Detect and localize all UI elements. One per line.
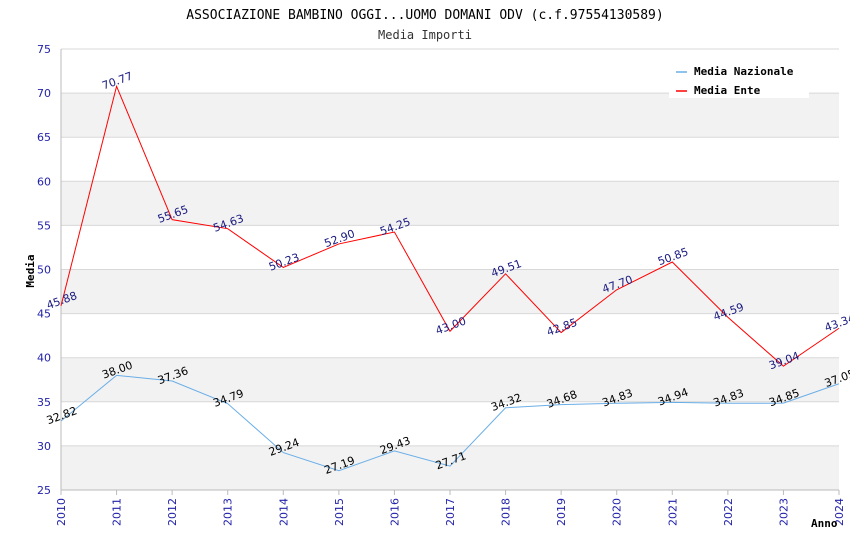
x-tick-label: 2022 (722, 498, 735, 526)
series-lines (60, 84, 840, 472)
x-tick-label: 2012 (166, 498, 179, 526)
series-line (60, 84, 840, 367)
x-tick-label: 2020 (611, 498, 624, 526)
series-line (60, 374, 840, 472)
y-axis-ticks: 25 30 35 40 45 50 55 60 65 70 75 (37, 43, 51, 497)
y-axis-label: Media (24, 254, 37, 287)
grid-band (61, 225, 839, 270)
grid-band (61, 181, 839, 226)
x-tick-label: 2016 (388, 498, 401, 526)
legend-label: Media Ente (694, 84, 761, 97)
x-tick-label: 2014 (277, 498, 290, 526)
grid-band (61, 401, 839, 446)
legend: Media Nazionale Media Ente (669, 60, 809, 98)
x-axis-label: Anno (811, 517, 838, 530)
y-tick-label: 45 (37, 308, 51, 321)
chart-title: ASSOCIAZIONE BAMBINO OGGI...UOMO DOMANI … (186, 8, 663, 23)
y-tick-label: 35 (37, 396, 51, 409)
y-tick-label: 30 (37, 440, 51, 453)
chart-subtitle: Media Importi (378, 28, 472, 42)
x-tick-label: 2021 (666, 498, 679, 526)
x-tick-label: 2024 (833, 498, 846, 526)
x-tick-label: 2018 (500, 498, 513, 526)
x-tick-label: 2013 (222, 498, 235, 526)
y-tick-label: 75 (37, 43, 51, 56)
y-tick-label: 65 (37, 131, 51, 144)
grid-band (61, 357, 839, 402)
y-tick-label: 50 (37, 264, 51, 277)
x-tick-label: 2019 (555, 498, 568, 526)
y-tick-label: 25 (37, 484, 51, 497)
x-tick-label: 2015 (333, 498, 346, 526)
legend-label: Media Nazionale (694, 65, 794, 78)
y-tick-label: 60 (37, 175, 51, 188)
grid-band (61, 313, 839, 358)
legend-box (669, 60, 809, 98)
x-axis-ticks: 2010 2011 2012 2013 2014 2015 2016 2017 2018 2019… (55, 490, 846, 526)
grid-band (61, 93, 839, 138)
grid-band (61, 269, 839, 314)
x-tick-label: 2011 (111, 498, 124, 526)
plot-background (61, 49, 839, 490)
x-tick-label: 2017 (444, 498, 457, 526)
y-tick-label: 55 (37, 219, 51, 232)
grid-band (61, 445, 839, 490)
x-tick-label: 2023 (777, 498, 790, 526)
y-tick-label: 40 (37, 352, 51, 365)
grid-band (61, 137, 839, 182)
y-tick-label: 70 (37, 87, 51, 100)
x-tick-label: 2010 (55, 498, 68, 526)
